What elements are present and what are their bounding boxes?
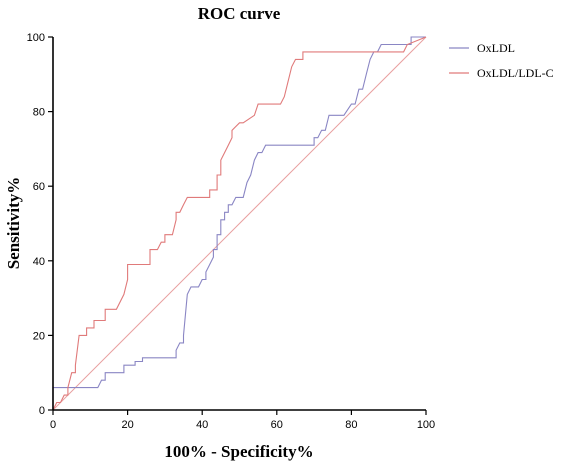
- x-tick-label: 100: [417, 419, 435, 431]
- y-axis-ticks: 0 20 40 60 80 100: [27, 32, 53, 417]
- series-line-oxldl: [52, 36, 426, 410]
- x-tick-label: 0: [50, 419, 56, 431]
- y-tick-label: 40: [33, 256, 45, 268]
- reference-diagonal: [52, 36, 427, 411]
- y-tick-label: 100: [27, 32, 45, 44]
- plot-area: [52, 36, 427, 411]
- x-tick-label: 20: [121, 419, 133, 431]
- y-tick-label: 20: [33, 330, 45, 342]
- x-tick-label: 60: [271, 419, 283, 431]
- legend: OxLDL OxLDL/LDL-C: [449, 41, 554, 80]
- x-axis-label: 100% - Specificity%: [164, 442, 313, 461]
- y-tick-label: 60: [33, 181, 45, 193]
- y-axis-label: Sensitivity%: [4, 177, 23, 270]
- series-line-oxldl-ldl-c: [52, 36, 427, 411]
- x-tick-label: 40: [196, 419, 208, 431]
- x-axis-ticks: 0 20 40 60 80 100: [50, 410, 435, 431]
- chart-title: ROC curve: [198, 4, 281, 23]
- x-tick-label: 80: [345, 419, 357, 431]
- legend-label: OxLDL: [477, 41, 515, 55]
- legend-label: OxLDL/LDL-C: [477, 66, 554, 80]
- y-tick-label: 80: [33, 107, 45, 119]
- y-tick-label: 0: [39, 405, 45, 417]
